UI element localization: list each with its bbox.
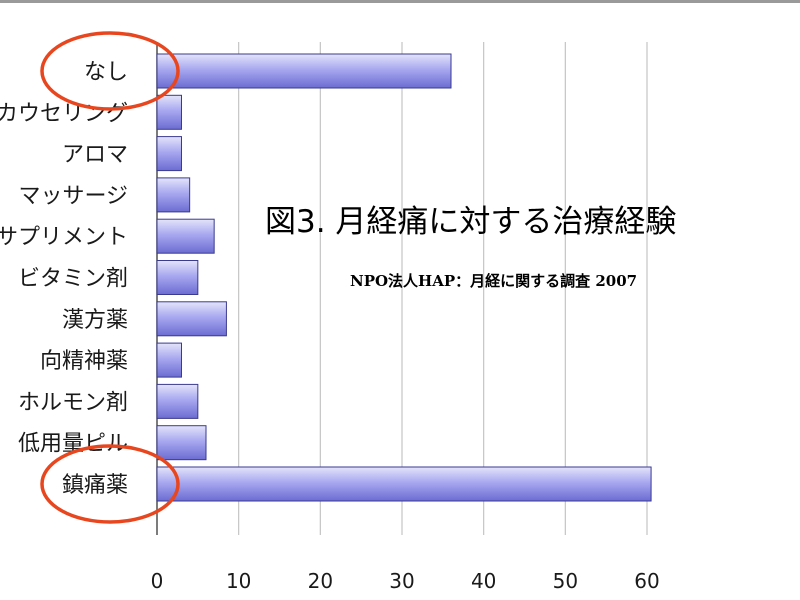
highlight-ring — [40, 444, 180, 524]
bars-group — [156, 53, 652, 502]
category-label: マッサージ — [18, 184, 128, 209]
category-label: なし — [84, 60, 128, 85]
x-tick-label: 30 — [389, 569, 414, 593]
bar-3 — [156, 177, 191, 213]
bar-10 — [156, 466, 652, 502]
bar-0 — [156, 53, 452, 89]
category-label: 鎮痛薬 — [62, 473, 128, 498]
top-border-line — [0, 0, 800, 3]
x-tick-label: 0 — [151, 569, 164, 593]
x-tick-label: 10 — [226, 569, 251, 593]
highlight-rings — [40, 31, 180, 524]
chart-subtitle: NPO法人HAP：月経に関する調査 2007 — [350, 272, 638, 290]
category-label: カウセリング — [0, 101, 128, 126]
category-label: 漢方薬 — [62, 308, 128, 333]
x-tick-label: 60 — [634, 569, 659, 593]
category-labels: なしカウセリングアロママッサージサプリメントビタミン剤漢方薬向精神薬ホルモン剤低… — [0, 60, 128, 498]
bar-5 — [156, 260, 199, 295]
bar-4 — [156, 218, 215, 254]
x-tick-label: 20 — [308, 569, 333, 593]
bar-6 — [156, 301, 227, 337]
category-label: アロマ — [62, 143, 128, 168]
bar-7 — [156, 342, 182, 378]
bar-2 — [156, 136, 182, 172]
x-tick-labels: 0 10 20 30 40 50 60 — [151, 569, 660, 593]
category-label: サプリメント — [0, 225, 128, 250]
bar-1 — [156, 94, 182, 130]
bar-8 — [156, 383, 199, 419]
x-tick-label: 50 — [553, 569, 578, 593]
bar-9 — [156, 425, 207, 461]
x-tick-label: 40 — [471, 569, 496, 593]
category-label: ビタミン剤 — [18, 267, 128, 292]
chart-title: 図3. 月経痛に対する治療経験 — [265, 204, 677, 240]
highlight-ring — [40, 31, 180, 111]
category-label: ホルモン剤 — [18, 390, 128, 415]
category-label: 向精神薬 — [40, 349, 128, 374]
